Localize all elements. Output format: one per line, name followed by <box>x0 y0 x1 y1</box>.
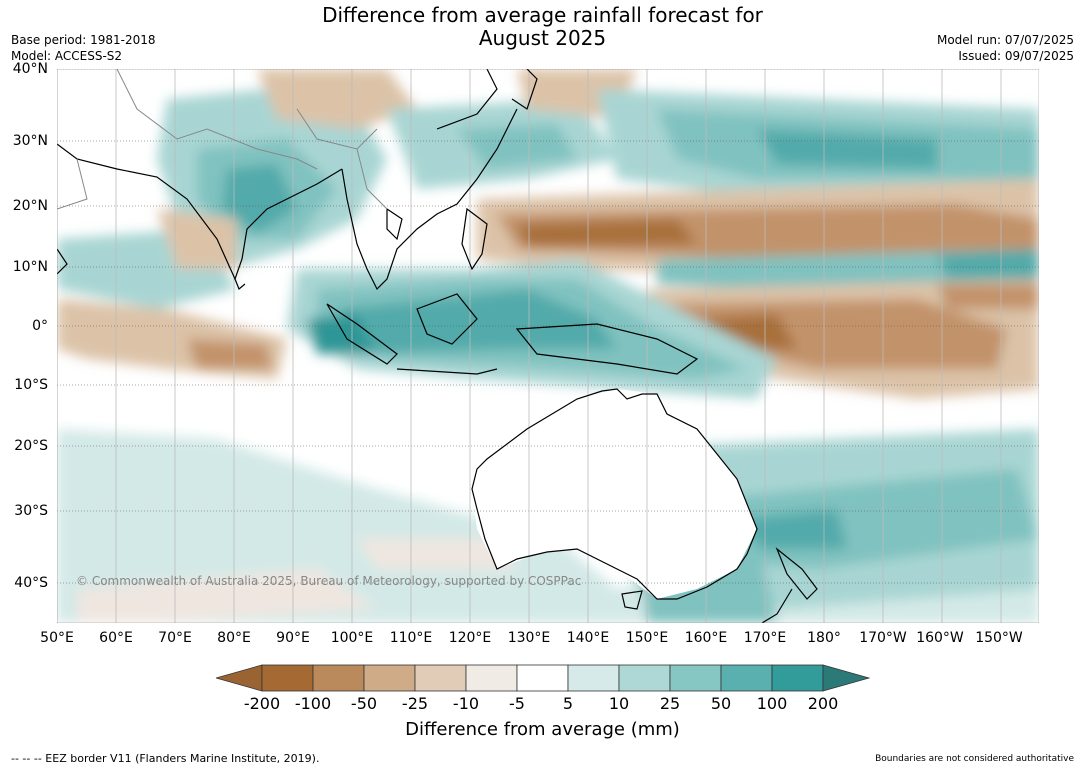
colorbar-segment <box>567 664 620 692</box>
lon-label: 140°E <box>566 630 610 646</box>
lon-label: 170°W <box>859 630 907 646</box>
colorbar-tick-label: 10 <box>608 694 630 713</box>
colorbar-segment <box>669 664 722 692</box>
lon-label: 160°E <box>684 630 728 646</box>
colorbar-tick-label: 200 <box>807 694 839 713</box>
colorbar-tick-label: 25 <box>659 694 681 713</box>
lon-label: 150°W <box>975 630 1023 646</box>
colorbar-title: Difference from average (mm) <box>405 719 680 740</box>
colorbar-tick-label: -200 <box>243 694 281 713</box>
colorbar-segment <box>618 664 671 692</box>
colorbar-segments <box>261 664 824 692</box>
country-borders <box>57 69 388 210</box>
model-run-date: Model run: 07/07/2025 <box>936 33 1074 47</box>
lon-label: 90°E <box>276 630 310 646</box>
lat-label: 20°S <box>14 438 48 454</box>
lon-label: 100°E <box>330 630 374 646</box>
lon-label: 80°E <box>217 630 251 646</box>
lat-label: 10°N <box>12 259 48 275</box>
colorbar-tick-label: -25 <box>401 694 429 713</box>
rainfall-map: © Commonwealth of Australia 2025, Bureau… <box>57 69 1039 623</box>
lon-label: 180° <box>807 630 841 646</box>
base-period: Base period: 1981-2018 <box>11 33 156 47</box>
colorbar-extend-low <box>216 664 263 692</box>
colorbar-tick-label: -10 <box>452 694 480 713</box>
lon-label: 150°E <box>625 630 669 646</box>
title-line-2: August 2025 <box>478 26 607 50</box>
map-meridians <box>57 69 1002 623</box>
colorbar-segment <box>771 664 824 692</box>
lon-label: 170°E <box>743 630 787 646</box>
chart-title: Difference from average rainfall forecas… <box>0 4 1085 50</box>
colorbar-tick-label: -50 <box>350 694 378 713</box>
colorbar-tick-label: 5 <box>562 694 574 713</box>
lat-label: 30°N <box>12 133 48 149</box>
model-name: Model: ACCESS-S2 <box>11 49 123 63</box>
map-copyright: © Commonwealth of Australia 2025, Bureau… <box>76 574 581 588</box>
colorbar-segment <box>414 664 467 692</box>
colorbar-segment <box>261 664 314 692</box>
lat-label: 30°S <box>14 503 48 519</box>
lon-label: 120°E <box>448 630 492 646</box>
lat-label: 40°S <box>14 575 48 591</box>
issued-date: Issued: 09/07/2025 <box>958 49 1074 63</box>
lon-label: 70°E <box>158 630 192 646</box>
lon-label: 50°E <box>40 630 74 646</box>
lon-label: 110°E <box>389 630 433 646</box>
colorbar-tick-label: 100 <box>756 694 788 713</box>
anomaly-field <box>57 69 1039 623</box>
colorbar-extend-high <box>822 664 870 692</box>
lon-label: 60°E <box>99 630 133 646</box>
run-info: Model run: 07/07/2025 Issued: 09/07/2025 <box>937 32 1074 64</box>
lat-label: 40°N <box>12 61 48 77</box>
colorbar <box>216 664 870 692</box>
colorbar-segment <box>312 664 365 692</box>
colorbar-tick-label: -100 <box>294 694 332 713</box>
lat-label: 0° <box>32 318 48 334</box>
colorbar-tick-label: -5 <box>509 694 525 713</box>
title-line-1: Difference from average rainfall forecas… <box>322 3 763 27</box>
model-info: Base period: 1981-2018 Model: ACCESS-S2 <box>11 32 156 64</box>
lon-label: 130°E <box>507 630 551 646</box>
colorbar-segment <box>720 664 773 692</box>
boundaries-disclaimer: Boundaries are not considered authoritat… <box>875 754 1074 764</box>
colorbar-tick-label: 50 <box>710 694 732 713</box>
lat-label: 10°S <box>14 377 48 393</box>
colorbar-segment <box>516 664 569 692</box>
lon-label: 160°W <box>916 630 964 646</box>
coastlines <box>57 69 818 623</box>
eez-border-legend: -- -- -- EEZ border V11 (Flanders Marine… <box>11 752 320 765</box>
colorbar-segment <box>465 664 518 692</box>
lat-label: 20°N <box>12 198 48 214</box>
colorbar-segment <box>363 664 416 692</box>
